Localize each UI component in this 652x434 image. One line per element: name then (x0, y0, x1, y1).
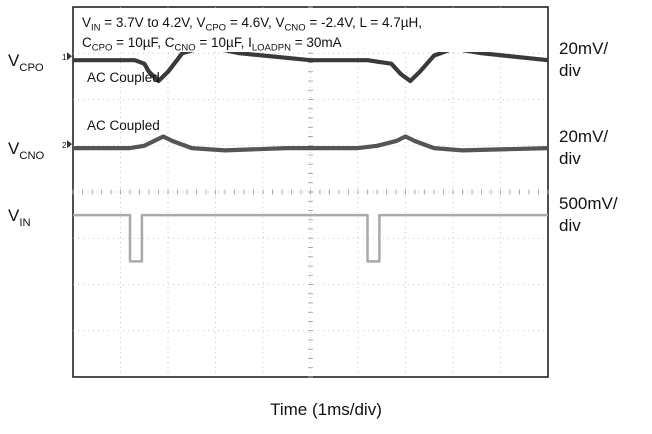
label-in: VIN (8, 206, 31, 229)
channel-marker: 1 (62, 53, 67, 62)
label-cno: VCNO (8, 139, 45, 162)
chart-title-line-2: CCPO = 10µF, CCNO = 10µF, ILOADPN = 30mA (82, 35, 342, 54)
scale-label: 20mV/ (559, 127, 608, 146)
channel-marker: 2 (62, 141, 67, 150)
ground-marker-icon (67, 140, 72, 149)
title-box (77, 10, 502, 52)
scale-label: 500mV/ (559, 194, 618, 213)
scale-labels: 20mV/div 20mV/div 500mV/div (559, 39, 618, 235)
scale-unit: div (559, 216, 581, 235)
trace-cpo (73, 44, 549, 84)
scale-unit: div (559, 149, 581, 168)
channel-labels: VCPO 1 VCNO 2 VIN (8, 51, 72, 229)
grid (72, 6, 549, 378)
trace-cno (73, 134, 549, 153)
coupling-notes: AC Coupled AC Coupled (87, 70, 160, 133)
x-axis-label: Time (1ms/div) (270, 400, 382, 419)
scale-unit: div (559, 61, 581, 80)
ac-coupled-note: AC Coupled (87, 118, 160, 133)
chart-title-line-1: VIN = 3.7V to 4.2V, VCPO = 4.6V, VCNO = … (82, 15, 422, 34)
scale-label: 20mV/ (559, 39, 608, 58)
label-cpo: VCPO (8, 51, 44, 74)
ground-marker-icon (67, 52, 72, 61)
ac-coupled-note: AC Coupled (87, 70, 160, 85)
trace-in (73, 213, 548, 263)
traces (73, 44, 549, 263)
